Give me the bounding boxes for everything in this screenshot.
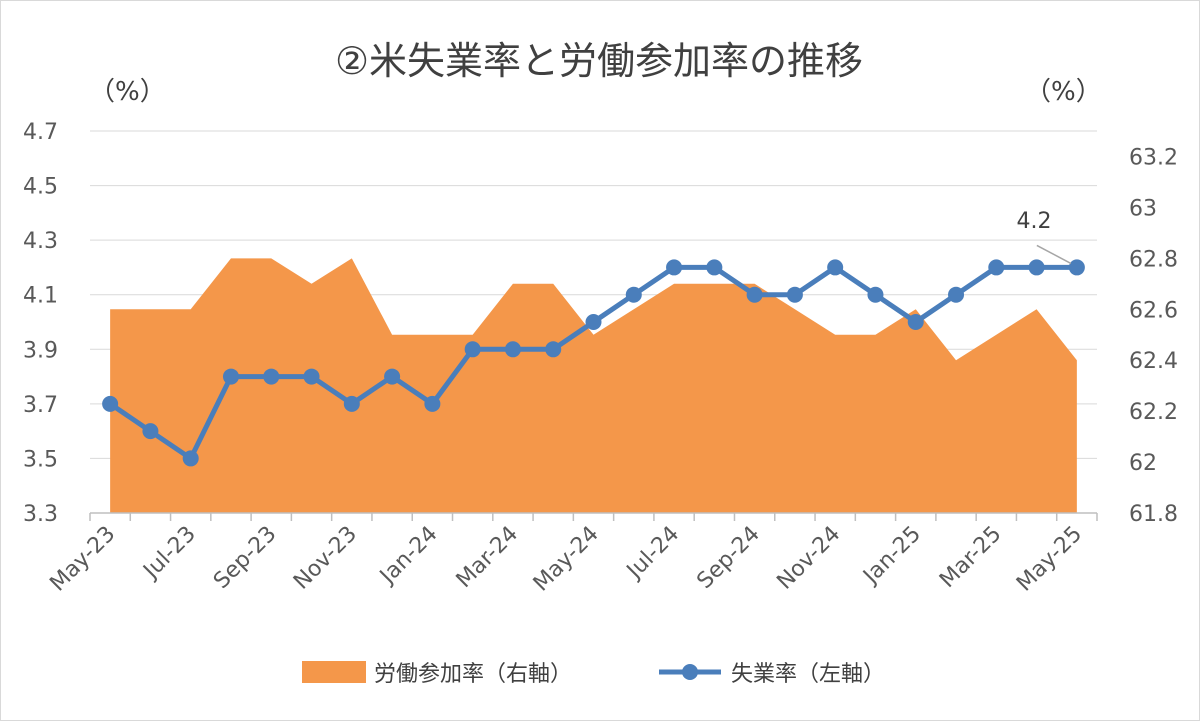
x-axis-tick-label: Jul-24 [621,522,684,585]
right-axis-unit: （%） [1025,77,1102,107]
x-axis-tick-label: May-24 [529,522,604,597]
unemployment-point [464,341,481,358]
x-axis-tick-label: May-25 [1012,522,1087,597]
unemployment-point [1028,259,1045,276]
left-axis-tick-label: 4.7 [23,120,58,145]
unemployment-point [142,423,159,440]
unemployment-point [343,395,360,412]
unemployment-point [746,286,763,303]
legend-swatch-unemployment-marker [682,664,698,680]
right-axis-tick-label: 62.8 [1129,247,1178,272]
annotations: 4.2 [1017,209,1072,265]
unemployment-point [907,314,924,330]
unemployment-point [786,286,803,303]
right-axis-tick-label: 63 [1129,196,1157,221]
left-axis-tick-label: 4.5 [23,175,58,200]
unemployment-point [545,341,562,358]
area-series [110,258,1077,513]
unemployment-point [625,286,642,303]
unemployment-point [706,259,723,276]
unemployment-point [948,286,965,303]
legend-swatch-labor-participation [302,661,366,683]
legend-label-unemployment: 失業率（左軸） [731,662,885,687]
unemployment-point [988,259,1005,276]
x-axis-tick-label: May-23 [45,522,120,597]
annotation-label: 4.2 [1017,209,1052,234]
unemployment-point [424,395,441,412]
x-axis-tick-label: Nov-23 [289,522,362,595]
left-axis-tick-label: 4.1 [23,284,58,309]
unemployment-point [182,450,199,467]
unemployment-point [827,259,844,276]
left-axis-unit: （%） [89,77,166,107]
left-axis-tick-label: 3.9 [23,338,58,363]
x-axis-tick-label: Jul-23 [138,522,201,585]
line-series [102,259,1085,467]
unemployment-point [222,368,239,385]
unemployment-point [867,286,884,303]
unemployment-point [504,341,521,358]
unemployment-point [102,395,119,412]
x-axis-tick-label: Sep-24 [692,522,764,594]
labor-participation-area [110,258,1077,513]
unemployment-point [263,368,280,385]
legend-label-labor-participation: 労働参加率（右軸） [374,662,572,687]
left-axis-tick-label: 3.7 [23,393,58,418]
legend: 労働参加率（右軸） 失業率（左軸） [302,661,885,687]
unemployment-point [666,259,683,276]
x-axis-tick-label: Nov-24 [772,522,845,595]
left-axis-tick-label: 3.5 [23,447,58,472]
right-axis-tick-label: 63.2 [1129,145,1178,170]
right-axis-tick-label: 62.2 [1129,400,1178,425]
annotation-leader [1036,244,1072,265]
right-axis-tick-label: 62.6 [1129,298,1178,323]
unemployment-point [585,314,602,330]
unemployment-point [384,368,401,385]
left-axis-tick-label: 4.3 [23,229,58,254]
x-axis-tick-label: Mar-25 [935,522,1006,593]
chart-title: ②米失業率と労働参加率の推移 [335,39,863,83]
right-axis-tick-label: 62 [1129,451,1157,476]
x-axis-tick-label: Jan-25 [857,522,925,590]
x-axis-tick-label: Mar-24 [452,522,523,593]
x-axis-tick-label: Sep-23 [209,522,281,594]
x-axis-tick-label: Jan-24 [374,522,442,590]
left-axis-tick-label: 3.3 [23,502,58,527]
unemployment-point [1068,259,1085,276]
right-axis-tick-label: 61.8 [1129,502,1178,527]
unemployment-point [303,368,320,385]
right-axis-tick-label: 62.4 [1129,349,1178,374]
